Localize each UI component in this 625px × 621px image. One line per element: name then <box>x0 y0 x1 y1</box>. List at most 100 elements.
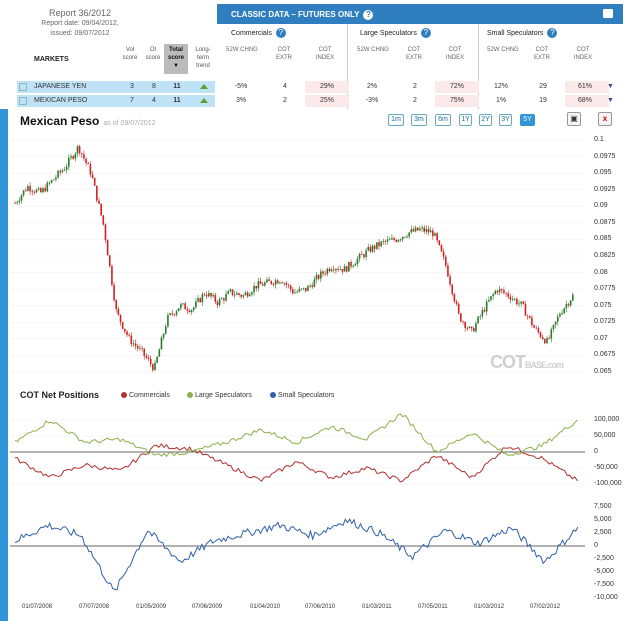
candle <box>457 303 460 314</box>
candle <box>195 301 197 308</box>
comm-index-header[interactable]: COT INDEX <box>315 47 335 61</box>
vol-score: 3 <box>130 83 134 90</box>
candle <box>154 362 156 371</box>
help-icon[interactable]: ? <box>420 28 431 38</box>
candle <box>83 154 85 159</box>
candle <box>80 153 83 155</box>
candle <box>111 266 113 285</box>
large-extr-header[interactable]: COT EXTR <box>405 47 422 61</box>
candle <box>102 215 105 225</box>
candle <box>546 337 548 344</box>
print-chart-icon[interactable]: ▣ <box>567 112 581 126</box>
legend-large-speculators[interactable]: Large Speculators <box>187 392 252 399</box>
report-issued: issued: 09/07/2012 <box>50 30 110 37</box>
candle <box>158 349 161 357</box>
chart-icon[interactable] <box>19 97 27 105</box>
candle <box>569 300 572 306</box>
small-52w-header[interactable]: 52W CHNG <box>487 47 519 53</box>
candle <box>453 294 456 302</box>
range-1y-button[interactable]: 1Y <box>459 114 472 126</box>
candle <box>186 309 189 311</box>
large-52w-header[interactable]: 52W CHNG <box>357 47 389 53</box>
candle <box>121 322 124 329</box>
candle <box>177 308 180 312</box>
candle <box>498 288 501 293</box>
candle <box>35 189 38 193</box>
row-dropdown-button[interactable]: ▼ <box>607 83 614 90</box>
candle <box>425 228 428 232</box>
candle <box>264 282 266 286</box>
candle <box>78 146 81 154</box>
candle <box>220 298 223 300</box>
small-index-header[interactable]: COT INDEX <box>573 47 593 61</box>
candle <box>218 299 221 306</box>
vol-score: 7 <box>130 97 134 104</box>
candle <box>156 356 158 363</box>
candle <box>236 293 238 295</box>
candle <box>272 283 275 285</box>
candle <box>171 313 174 315</box>
table-row[interactable]: MEXICAN PESO 7 4 11 <box>17 95 215 107</box>
cell: -3% <box>365 97 379 104</box>
range-5y-button[interactable]: 5Y <box>520 114 535 126</box>
candle <box>246 292 249 297</box>
cell: 4 <box>283 83 287 90</box>
help-icon[interactable]: ? <box>547 28 558 38</box>
help-icon[interactable]: ? <box>275 28 286 38</box>
market-name[interactable]: MEXICAN PESO <box>34 97 88 104</box>
candle <box>406 236 408 238</box>
candle <box>348 261 350 272</box>
candle <box>528 315 531 318</box>
candle <box>24 190 27 192</box>
candle <box>505 292 507 294</box>
candle <box>31 191 34 193</box>
candle <box>563 308 566 314</box>
market-name[interactable]: JAPANESE YEN <box>34 83 87 90</box>
comm-extr-header[interactable]: COT EXTR <box>275 47 292 61</box>
row-dropdown-button[interactable]: ▼ <box>607 97 614 104</box>
table-row[interactable]: JAPANESE YEN 3 8 11 <box>17 81 215 93</box>
total-score-header[interactable]: Total score ▼ <box>164 44 188 74</box>
sort-arrow-icon: ▼ <box>173 63 179 69</box>
y-tick-label: 2,500 <box>594 529 612 536</box>
oi-score-header[interactable]: OI score <box>145 47 161 61</box>
print-icon[interactable] <box>603 9 613 18</box>
y-tick-label: 0.085 <box>594 235 612 243</box>
candle <box>350 261 352 267</box>
candle <box>416 227 419 231</box>
candle <box>535 327 538 329</box>
candle <box>296 291 298 293</box>
help-icon[interactable]: ? <box>363 10 374 20</box>
candle <box>421 227 423 229</box>
candle <box>339 268 342 270</box>
table-row-data: -5% 4 29% 2% 2 72% 12% 29 61% <box>217 81 615 93</box>
candle <box>328 268 331 272</box>
close-icon[interactable]: x <box>598 112 612 126</box>
small-extr-header[interactable]: COT EXTR <box>533 47 550 61</box>
y-tick-label: 0.0875 <box>594 218 616 226</box>
legend-small-speculators[interactable]: Small Speculators <box>270 392 334 399</box>
candle <box>432 230 434 236</box>
range-3y-button[interactable]: 3Y <box>499 114 512 126</box>
range-6m-button[interactable]: 6m <box>435 114 451 126</box>
candle <box>490 296 492 301</box>
vol-score-header[interactable]: Vol score <box>122 47 138 61</box>
x-tick-label: 01/04/2010 <box>250 604 281 610</box>
candle <box>315 275 318 280</box>
range-2y-button[interactable]: 2Y <box>479 114 492 126</box>
comm-52w-header[interactable]: 52W CHNG <box>226 47 258 53</box>
chart-icon[interactable] <box>19 83 27 91</box>
y-tick-label: 5,000 <box>594 516 612 523</box>
y-tick-label: -7,500 <box>594 581 614 588</box>
candle <box>93 178 96 186</box>
candle <box>175 311 178 315</box>
candle <box>507 293 510 297</box>
range-3m-button[interactable]: 3m <box>411 114 427 126</box>
candle <box>70 156 72 158</box>
legend-commercials[interactable]: Commercials <box>121 392 170 399</box>
y-tick-label: 7,500 <box>594 503 612 510</box>
trend-up-icon <box>200 98 208 103</box>
range-1m-button[interactable]: 1m <box>388 114 404 126</box>
large-index-header[interactable]: COT INDEX <box>445 47 465 61</box>
candle <box>492 294 494 297</box>
